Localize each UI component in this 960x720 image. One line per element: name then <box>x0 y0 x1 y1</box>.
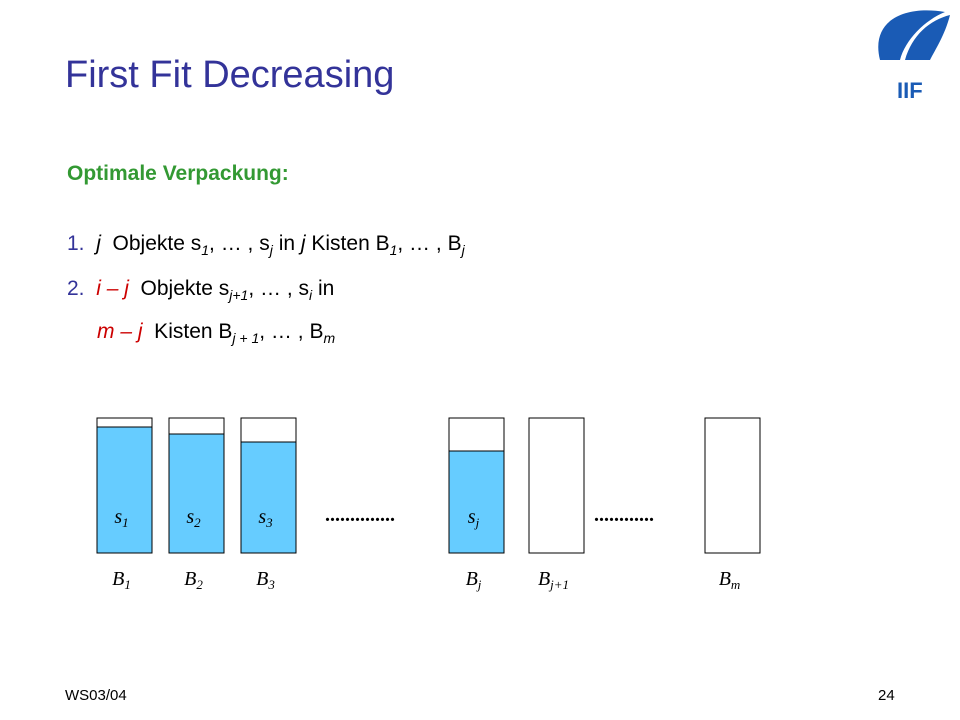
bin-fill <box>240 441 297 554</box>
text-segment: j <box>300 232 306 255</box>
label-base: B <box>256 568 268 590</box>
text-segment: , … , B <box>397 232 462 255</box>
text-segment: i – j <box>96 277 129 300</box>
bin <box>528 417 585 554</box>
label-base: B <box>719 568 731 590</box>
text-segment: j <box>96 232 101 255</box>
bin <box>704 417 761 554</box>
text-segment: 2. <box>67 277 97 300</box>
label-sub: 2 <box>196 577 203 592</box>
text-segment: in <box>312 277 335 300</box>
bin-label: B2 <box>184 568 203 592</box>
label-sub: 3 <box>265 515 273 530</box>
text-segment: j <box>269 242 273 258</box>
heading: Optimale Verpackung: <box>67 162 289 185</box>
bin-label: Bm <box>719 568 741 592</box>
text-segment: m – j <box>97 320 143 343</box>
bin-fill <box>96 426 153 554</box>
bin-label: B1 <box>112 568 131 592</box>
label-base: B <box>538 568 550 590</box>
text-segment: 1 <box>389 242 398 258</box>
text-segment: in <box>272 232 301 255</box>
label-base: B <box>112 568 124 590</box>
label-sub: j+1 <box>548 577 569 592</box>
text-segment: j+1 <box>229 287 249 303</box>
bin-label: s2 <box>186 506 201 530</box>
text-segment: m <box>323 330 336 346</box>
logo-text: IIF <box>897 78 923 103</box>
bin-fill <box>168 433 225 554</box>
bin-label: s1 <box>114 506 128 530</box>
text-segment: Kisten B <box>305 232 390 255</box>
text-segment: 1 <box>201 242 210 258</box>
text-segment: j <box>461 242 465 258</box>
label-base: B <box>184 568 196 590</box>
logo-mark <box>905 15 950 60</box>
text-segment: j + 1 <box>232 330 260 346</box>
list-item: 1. j Objekte s1, … , sj in j Kisten B1, … <box>67 232 465 258</box>
label-sub: j <box>476 577 482 592</box>
bin-label: sj <box>468 506 480 530</box>
label-base: s <box>186 506 194 528</box>
text-segment: , … , s <box>248 277 310 300</box>
ellipsis: .............. <box>325 504 395 526</box>
bin-fill <box>448 450 505 554</box>
text-segment: Kisten B <box>142 320 233 343</box>
label-sub: 2 <box>194 515 201 530</box>
title: First Fit Decreasing <box>65 54 395 96</box>
text-segment: 1. <box>67 232 97 255</box>
label-sub: 3 <box>267 577 275 592</box>
ellipsis: ............ <box>594 504 654 526</box>
label-base: B <box>466 568 478 590</box>
logo-mark <box>878 10 945 60</box>
text-segment: , … , s <box>209 232 270 255</box>
footer-left: WS03/04 <box>65 687 127 704</box>
list-item: m – j Kisten Bj + 1, … , Bm <box>97 320 335 346</box>
label-base: s <box>114 506 122 528</box>
bin-label: Bj+1 <box>538 568 569 592</box>
label-base: s <box>468 506 476 528</box>
text-segment: i <box>309 287 313 303</box>
label-sub: j <box>474 515 480 530</box>
text-segment: Objekte s <box>128 277 230 300</box>
text-segment: Objekte s <box>100 232 202 255</box>
label-sub: 1 <box>122 515 129 530</box>
bin-label: s3 <box>258 506 273 530</box>
page-number: 24 <box>878 687 895 704</box>
bin-label: Bj <box>466 568 482 592</box>
text-segment: , … , B <box>259 320 324 343</box>
list-item: 2. i – j Objekte sj+1, … , si in <box>67 277 334 303</box>
label-base: s <box>258 506 266 528</box>
label-sub: m <box>731 577 740 592</box>
label-sub: 1 <box>124 577 131 592</box>
bin-label: B3 <box>256 568 275 592</box>
